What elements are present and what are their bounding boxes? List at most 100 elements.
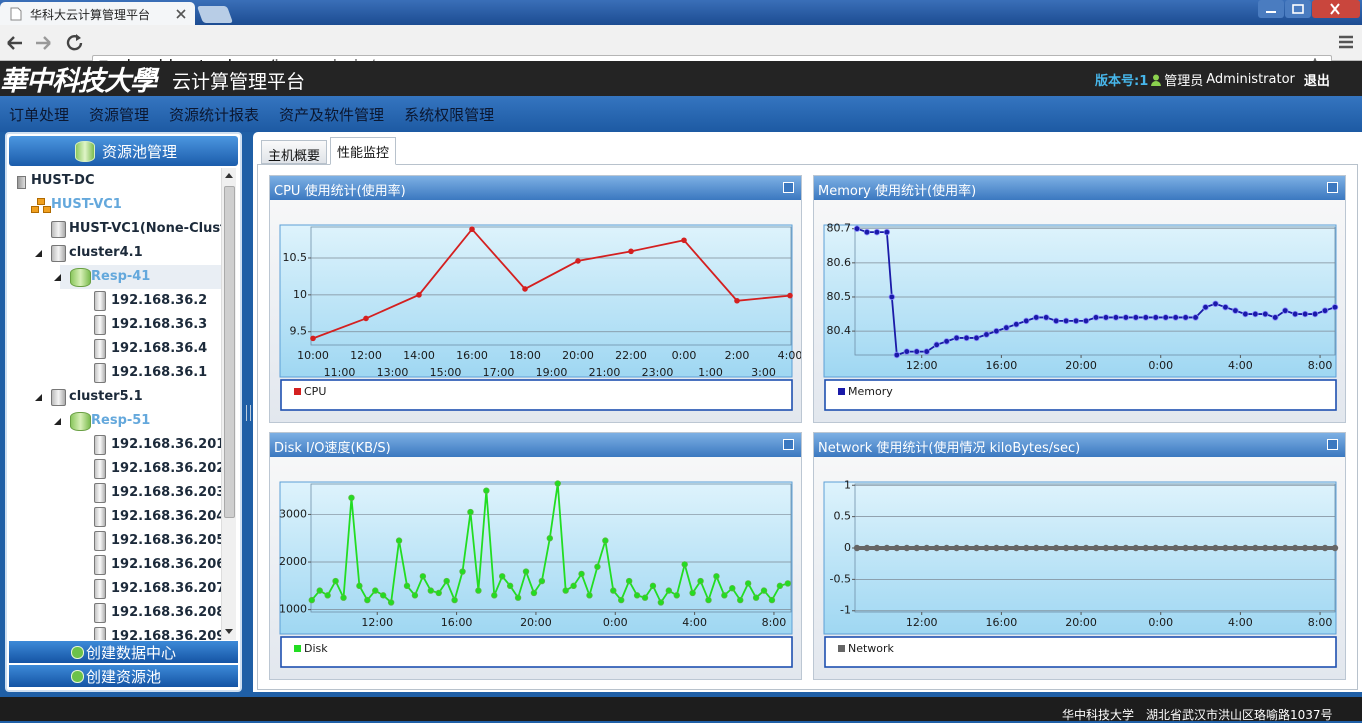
tree-node[interactable]: HUST-VC1: [10, 193, 221, 217]
x-tick-label: 16:00: [986, 616, 1018, 629]
tree-expander[interactable]: [35, 250, 42, 257]
legend-label: CPU: [304, 385, 326, 398]
tree-label: 192.168.36.204: [111, 509, 221, 524]
tree-node[interactable]: 192.168.36.206: [10, 553, 221, 577]
tree-node[interactable]: Resp-41: [10, 265, 221, 289]
data-point: [427, 587, 435, 594]
chart-title: Memory 使用统计(使用率): [818, 184, 977, 199]
tab-close[interactable]: [176, 9, 186, 19]
tree-icon: [94, 339, 106, 359]
logout[interactable]: 退出: [1303, 74, 1330, 89]
data-point: [372, 587, 379, 594]
nav-item[interactable]: 资产及软件管理: [279, 105, 385, 124]
tree-node[interactable]: 192.168.36.201: [10, 433, 221, 457]
new-tab[interactable]: [196, 6, 234, 23]
panel-toggle[interactable]: [783, 182, 794, 193]
tree-node[interactable]: 192.168.36.1: [10, 361, 221, 385]
tree-node[interactable]: 192.168.36.209: [10, 625, 221, 640]
data-point: [1142, 544, 1149, 552]
data-point: [1102, 544, 1110, 552]
button-label: 创建数据中心: [86, 644, 177, 662]
data-point: [689, 589, 696, 597]
chart-panel: Disk I/O速度(KB/S) 1000 2000 3000 12:00 16:00 20…: [269, 432, 802, 680]
x-tick-label: 22:00: [615, 349, 647, 362]
tree-node[interactable]: 192.168.36.2: [10, 289, 221, 313]
data-point: [356, 582, 363, 590]
window-controls[interactable]: [1258, 0, 1362, 20]
y-tick-label: 0: [844, 541, 851, 554]
tree-node[interactable]: cluster5.1: [10, 385, 221, 409]
browser-tab[interactable]: 华科大云计算管理平台: [0, 2, 195, 25]
add-icon: [71, 670, 84, 683]
data-point: [744, 580, 752, 587]
x-tick-label: 16:00: [986, 359, 1018, 372]
user-icon: [1151, 74, 1162, 86]
tree-node[interactable]: HUST-DC: [10, 169, 221, 193]
tab[interactable]: 主机概要: [261, 140, 328, 164]
data-point: [1033, 544, 1040, 552]
nav-item[interactable]: 系统权限管理: [404, 105, 495, 124]
data-point: [1321, 307, 1329, 314]
data-point: [1291, 544, 1299, 552]
nav-item[interactable]: 资源统计报表: [169, 105, 260, 124]
menu-button[interactable]: [1338, 34, 1354, 50]
data-point: [1112, 544, 1120, 552]
sidebar-title: 资源池管理: [102, 143, 178, 161]
tree-node[interactable]: 192.168.36.205: [10, 529, 221, 553]
chart: 9.5 10 10.5 10:00 12:00 14:00 16:00 18:00 20:00 2…: [279, 224, 801, 411]
data-point: [1222, 544, 1229, 552]
tree-node[interactable]: Resp-51: [10, 409, 221, 433]
tree-icon: [94, 435, 106, 455]
tab[interactable]: 性能监控: [330, 137, 397, 165]
favicon: [10, 7, 22, 21]
nav-item[interactable]: 资源管理: [89, 105, 150, 124]
data-point: [1192, 314, 1199, 321]
data-point: [1132, 314, 1140, 321]
tree-label: 192.168.36.206: [111, 557, 221, 572]
scroll-down[interactable]: [225, 629, 233, 634]
sidebar-button[interactable]: 创建数据中心: [9, 641, 238, 663]
panel-toggle[interactable]: [783, 439, 794, 450]
scroll-thumb[interactable]: [224, 186, 235, 518]
data-point: [768, 596, 776, 604]
data-point: [340, 594, 347, 601]
sidebar-button[interactable]: 创建资源池: [9, 665, 238, 687]
tree-node[interactable]: HUST-VC1(None-Cluste: [10, 217, 221, 241]
tree-expander[interactable]: [35, 394, 42, 401]
splitter-handle[interactable]: [246, 405, 251, 421]
legend-box: [824, 379, 1337, 411]
nav-buttons[interactable]: [4, 31, 88, 55]
data-point: [983, 331, 990, 338]
data-point: [403, 582, 411, 590]
footer-address: 湖北省武汉市洪山区珞喻路1037号: [1146, 708, 1333, 722]
tree-expander[interactable]: [54, 418, 61, 425]
scroll-up[interactable]: [225, 173, 233, 178]
tree-node[interactable]: 192.168.36.202: [10, 457, 221, 481]
scrollbar[interactable]: [221, 168, 236, 640]
tree-node[interactable]: 192.168.36.207: [10, 577, 221, 601]
tree-node[interactable]: cluster4.1: [10, 241, 221, 265]
data-point: [602, 537, 609, 544]
x-tick-label: 10:00: [297, 349, 329, 362]
data-point: [1282, 544, 1289, 552]
data-point: [1003, 324, 1010, 331]
nav-item[interactable]: 订单处理: [9, 105, 70, 124]
panel-toggle[interactable]: [1327, 439, 1338, 450]
y-tick-label: -1: [840, 604, 851, 617]
tree-icon: [94, 531, 106, 551]
data-point: [1252, 310, 1259, 318]
data-point: [883, 544, 891, 552]
chart-title: Disk I/O速度(KB/S): [274, 441, 391, 456]
tree-node[interactable]: 192.168.36.204: [10, 505, 221, 529]
footer-org: 华中科技大学: [1062, 708, 1135, 722]
tree-node[interactable]: 192.168.36.4: [10, 337, 221, 361]
tree-node[interactable]: 192.168.36.208: [10, 601, 221, 625]
data-point: [1301, 310, 1309, 318]
data-point: [973, 544, 980, 552]
tree-expander[interactable]: [54, 274, 61, 281]
data-point: [1172, 544, 1179, 552]
tree-node[interactable]: 192.168.36.203: [10, 481, 221, 505]
tree-node[interactable]: 192.168.36.3: [10, 313, 221, 337]
panel-toggle[interactable]: [1327, 182, 1338, 193]
